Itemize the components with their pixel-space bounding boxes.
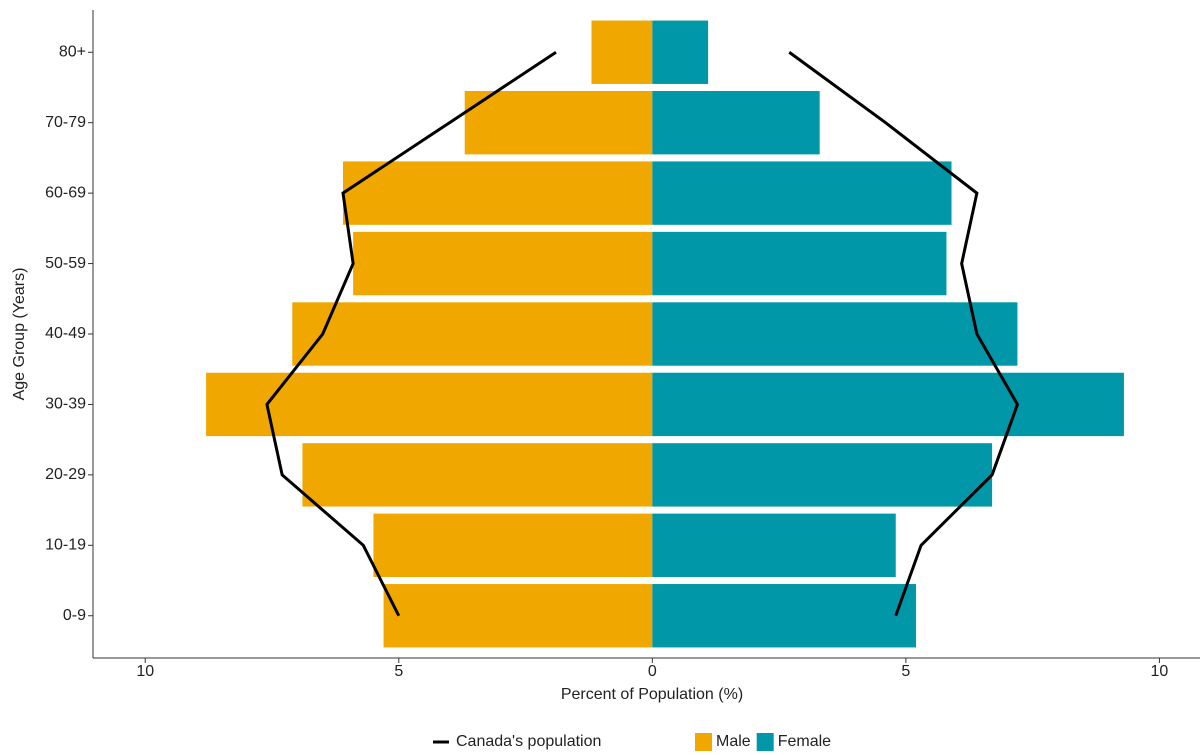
- legend-label: Male: [716, 733, 751, 750]
- y-tick-label: 30-39: [45, 396, 86, 413]
- x-tick-label: 5: [901, 663, 910, 680]
- x-tick-label: 10: [136, 663, 154, 680]
- bar: [292, 302, 653, 366]
- y-tick-label: 60-69: [45, 184, 86, 201]
- bar: [353, 231, 653, 296]
- x-axis-label: Percent of Population (%): [561, 686, 743, 703]
- bar: [343, 161, 653, 225]
- bar: [652, 161, 952, 225]
- legend-swatch: [756, 733, 774, 751]
- bar: [591, 20, 653, 84]
- y-tick-label: 70-79: [45, 114, 86, 131]
- y-tick-label: 50-59: [45, 255, 86, 272]
- bar: [464, 91, 653, 155]
- bar: [302, 443, 653, 507]
- bar: [373, 513, 653, 577]
- bar: [652, 20, 709, 84]
- y-tick-label: 20-29: [45, 466, 86, 483]
- x-tick-label: 0: [648, 663, 657, 680]
- bar: [652, 513, 896, 577]
- x-tick-label: 5: [394, 663, 403, 680]
- reference-line: [788, 51, 1020, 617]
- y-axis-label: Age Group (Years): [11, 268, 28, 401]
- reference-line: [265, 51, 557, 617]
- y-tick-label: 0-9: [63, 607, 86, 624]
- legend-swatch: [695, 733, 712, 751]
- bar: [652, 302, 1018, 366]
- bar: [383, 584, 653, 648]
- bar: [652, 372, 1124, 437]
- y-tick-label: 80+: [59, 43, 86, 60]
- y-tick-label: 40-49: [45, 325, 86, 342]
- y-tick-label: 10-19: [45, 537, 86, 554]
- bar: [206, 372, 653, 437]
- x-tick-label: 10: [1151, 663, 1169, 680]
- bar: [652, 584, 917, 648]
- legend-label: Female: [778, 733, 831, 750]
- legend-label: Canada's population: [456, 733, 601, 750]
- bar: [652, 91, 820, 155]
- bar: [652, 443, 993, 507]
- bar: [652, 231, 947, 296]
